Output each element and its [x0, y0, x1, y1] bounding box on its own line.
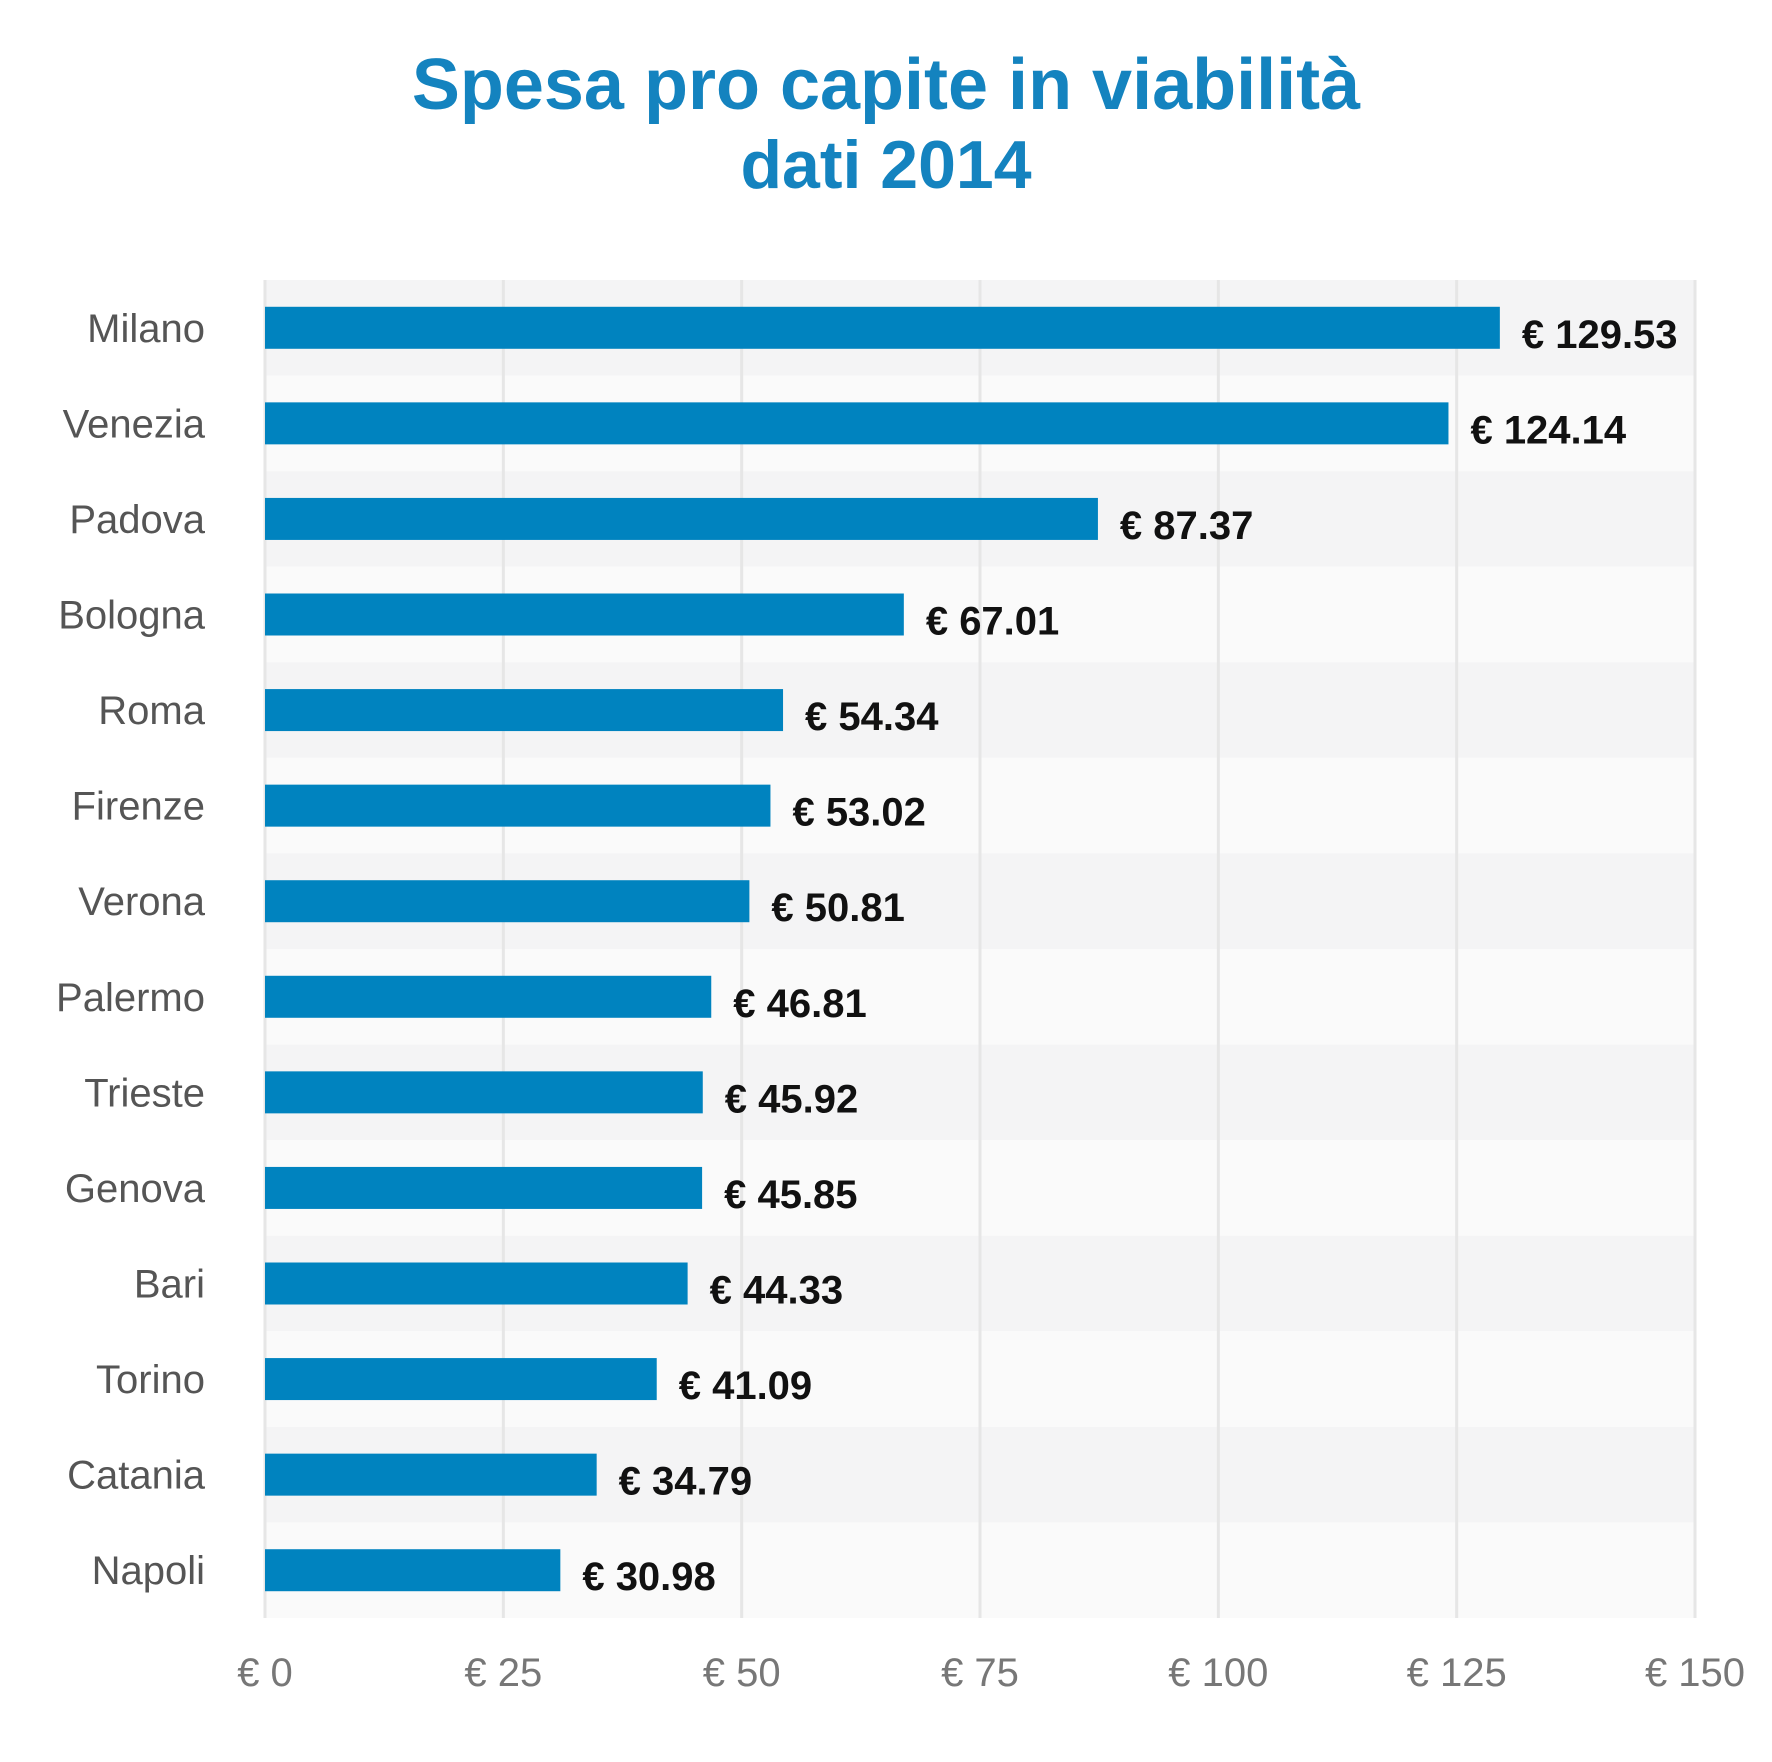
bar	[265, 784, 771, 827]
category-label: Bari	[134, 1263, 205, 1307]
category-label: Trieste	[84, 1071, 205, 1115]
category-label: Firenze	[72, 785, 205, 829]
x-tick-label: € 0	[237, 1651, 293, 1695]
value-label: € 67.01	[926, 600, 1059, 644]
value-label: € 45.92	[725, 1077, 858, 1121]
category-labels: Milano Venezia Padova Bologna Roma Firenze Ver…	[56, 307, 206, 1593]
bar	[265, 306, 1500, 349]
bar	[265, 1549, 561, 1592]
value-label: € 46.81	[733, 982, 866, 1026]
category-label: Verona	[78, 880, 206, 924]
chart-title: Spesa pro capite in viabilità	[411, 45, 1361, 125]
value-labels: € 129.53 € 124.14 € 87.37 € 67.01 € 54.34 € 5…	[582, 313, 1677, 1599]
bar	[265, 689, 784, 732]
bar	[265, 1071, 703, 1114]
category-label: Catania	[67, 1454, 206, 1498]
bar	[265, 402, 1449, 445]
category-label: Genova	[65, 1167, 206, 1211]
value-label: € 41.09	[679, 1364, 812, 1408]
bar	[265, 1166, 703, 1209]
bar	[265, 1358, 657, 1401]
value-label: € 124.14	[1470, 408, 1626, 452]
x-tick-label: € 75	[941, 1651, 1019, 1695]
category-label: Milano	[87, 307, 205, 351]
value-label: € 50.81	[771, 886, 904, 930]
bar	[265, 497, 1098, 540]
x-tick-label: € 125	[1407, 1651, 1507, 1695]
value-label: € 44.33	[710, 1269, 843, 1313]
bar	[265, 593, 904, 636]
category-label: Napoli	[92, 1549, 205, 1593]
category-label: Bologna	[58, 594, 206, 638]
category-label: Venezia	[63, 402, 206, 446]
category-label: Palermo	[56, 976, 205, 1020]
category-label: Padova	[69, 498, 205, 542]
value-label: € 30.98	[582, 1555, 715, 1599]
value-label: € 54.34	[805, 695, 939, 739]
value-label: € 129.53	[1522, 313, 1678, 357]
x-tick-label: € 50	[703, 1651, 781, 1695]
value-label: € 34.79	[619, 1460, 752, 1504]
value-label: € 45.85	[724, 1173, 857, 1217]
x-tick-label: € 25	[464, 1651, 542, 1695]
x-axis-tick-labels: € 0 € 25 € 50 € 75 € 100 € 125 € 150	[237, 1651, 1745, 1695]
bar	[265, 1262, 688, 1305]
chart-subtitle: dati 2014	[740, 127, 1032, 203]
category-label: Roma	[98, 689, 205, 733]
x-tick-label: € 150	[1645, 1651, 1745, 1695]
bar	[265, 1453, 597, 1496]
bar	[265, 880, 750, 923]
value-label: € 53.02	[792, 791, 925, 835]
category-label: Torino	[96, 1358, 205, 1402]
bar	[265, 975, 712, 1018]
bars	[265, 306, 1500, 1592]
x-tick-label: € 100	[1168, 1651, 1268, 1695]
value-label: € 87.37	[1120, 504, 1253, 548]
